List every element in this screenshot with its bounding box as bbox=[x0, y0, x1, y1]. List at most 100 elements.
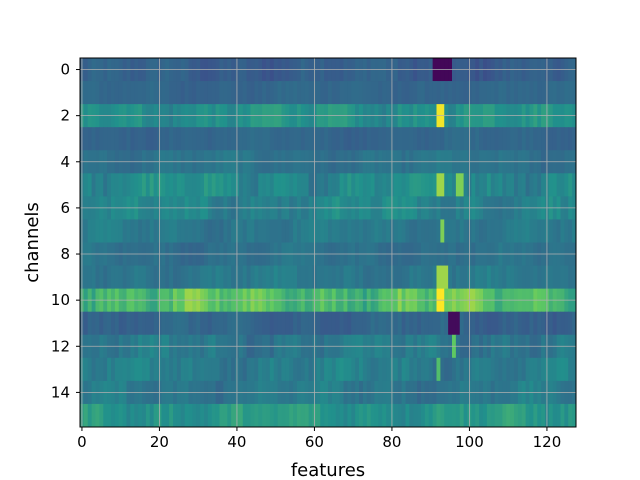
heatmap-cell bbox=[432, 403, 438, 428]
heatmap-cell bbox=[184, 81, 190, 105]
heatmap-cell bbox=[165, 311, 170, 336]
heatmap-cell bbox=[386, 81, 391, 105]
heatmap-cell bbox=[548, 81, 554, 105]
heatmap-cell bbox=[440, 127, 445, 151]
heatmap-cell bbox=[362, 403, 368, 428]
heatmap-cell bbox=[479, 357, 484, 382]
heatmap-cell bbox=[95, 357, 100, 382]
heatmap-cell bbox=[452, 311, 457, 336]
heatmap-cell bbox=[111, 357, 116, 382]
heatmap-cell bbox=[471, 403, 476, 428]
heatmap-cell bbox=[339, 173, 345, 197]
heatmap-cell bbox=[440, 311, 445, 336]
heatmap-cell bbox=[254, 265, 259, 290]
heatmap-cell bbox=[475, 357, 480, 382]
heatmap-cell bbox=[483, 219, 488, 243]
heatmap-cell bbox=[502, 127, 507, 151]
heatmap-cell bbox=[196, 357, 201, 382]
heatmap-cell bbox=[393, 311, 399, 336]
heatmap-cell bbox=[254, 173, 259, 197]
heatmap-cell bbox=[432, 311, 438, 336]
heatmap-cell bbox=[238, 265, 244, 290]
heatmap-cell bbox=[289, 403, 294, 428]
heatmap-cell bbox=[517, 265, 523, 290]
heatmap-cell bbox=[281, 403, 286, 428]
heatmap-cell bbox=[165, 81, 170, 105]
heatmap-cell bbox=[250, 219, 255, 243]
heatmap-cell bbox=[176, 265, 182, 290]
y-tick-label: 10 bbox=[51, 291, 70, 309]
heatmap-cell bbox=[413, 173, 418, 197]
heatmap-cell bbox=[91, 127, 97, 151]
heatmap-cell bbox=[289, 81, 294, 105]
heatmap-cell bbox=[266, 219, 271, 243]
heatmap-cell bbox=[134, 219, 139, 243]
heatmap-cell bbox=[153, 403, 159, 428]
heatmap-cell bbox=[297, 403, 302, 428]
heatmap-cell bbox=[490, 127, 496, 151]
heatmap-cell bbox=[324, 173, 329, 197]
heatmap-cell bbox=[126, 311, 131, 336]
heatmap-cell bbox=[424, 357, 430, 382]
heatmap-cell bbox=[552, 173, 558, 197]
y-tick-label: 6 bbox=[60, 199, 70, 217]
heatmap-cell bbox=[564, 173, 569, 197]
heatmap-cell bbox=[463, 357, 469, 382]
heatmap-cell bbox=[107, 173, 112, 197]
heatmap-cell bbox=[99, 357, 104, 382]
heatmap-cell bbox=[490, 311, 496, 336]
heatmap-cell bbox=[304, 173, 310, 197]
heatmap-cell bbox=[215, 173, 221, 197]
y-tick-label: 12 bbox=[51, 337, 70, 355]
heatmap-cell bbox=[200, 265, 205, 290]
heatmap-cell bbox=[347, 403, 352, 428]
heatmap-cell bbox=[424, 265, 430, 290]
heatmap-cell bbox=[421, 403, 426, 428]
heatmap-cell bbox=[161, 127, 166, 151]
heatmap-cell bbox=[87, 265, 93, 290]
heatmap-cell bbox=[401, 127, 407, 151]
heatmap-cell bbox=[180, 127, 186, 151]
heatmap-cell bbox=[386, 219, 391, 243]
heatmap-cell bbox=[506, 173, 511, 197]
heatmap-cell bbox=[138, 81, 143, 105]
heatmap-cell bbox=[471, 127, 476, 151]
heatmap-cell bbox=[138, 311, 143, 336]
heatmap-cell bbox=[506, 81, 511, 105]
heatmap-cell bbox=[231, 81, 236, 105]
heatmap-cell bbox=[498, 311, 503, 336]
heatmap-cell bbox=[560, 403, 565, 428]
heatmap-cell bbox=[397, 81, 403, 105]
heatmap-cell bbox=[238, 311, 244, 336]
heatmap-cell bbox=[238, 403, 244, 428]
heatmap-cell bbox=[227, 81, 232, 105]
heatmap-cell bbox=[479, 127, 484, 151]
heatmap-cell bbox=[308, 81, 314, 105]
heatmap-cell bbox=[483, 357, 488, 382]
heatmap-cell bbox=[362, 265, 368, 290]
heatmap-cell bbox=[335, 357, 341, 382]
heatmap-cell bbox=[463, 403, 469, 428]
heatmap-cell bbox=[351, 357, 356, 382]
heatmap-cell bbox=[475, 81, 480, 105]
heatmap-cell bbox=[514, 173, 519, 197]
heatmap-cell bbox=[184, 311, 190, 336]
heatmap-cell bbox=[560, 265, 565, 290]
heatmap-cell bbox=[568, 357, 573, 382]
heatmap-cell bbox=[413, 357, 418, 382]
heatmap-cell bbox=[541, 311, 546, 336]
heatmap-cell bbox=[219, 127, 224, 151]
heatmap-cell bbox=[227, 311, 232, 336]
heatmap-cell bbox=[328, 81, 333, 105]
heatmap-cell bbox=[335, 127, 341, 151]
heatmap-cell bbox=[142, 265, 147, 290]
heatmap-cell bbox=[471, 173, 476, 197]
heatmap-cell bbox=[277, 81, 283, 105]
heatmap-cell bbox=[87, 81, 93, 105]
heatmap-cell bbox=[498, 127, 503, 151]
heatmap-cell bbox=[548, 311, 554, 336]
heatmap-cell bbox=[149, 403, 155, 428]
heatmap-cell bbox=[308, 357, 314, 382]
heatmap-cell bbox=[409, 127, 414, 151]
heatmap-cell bbox=[328, 127, 333, 151]
